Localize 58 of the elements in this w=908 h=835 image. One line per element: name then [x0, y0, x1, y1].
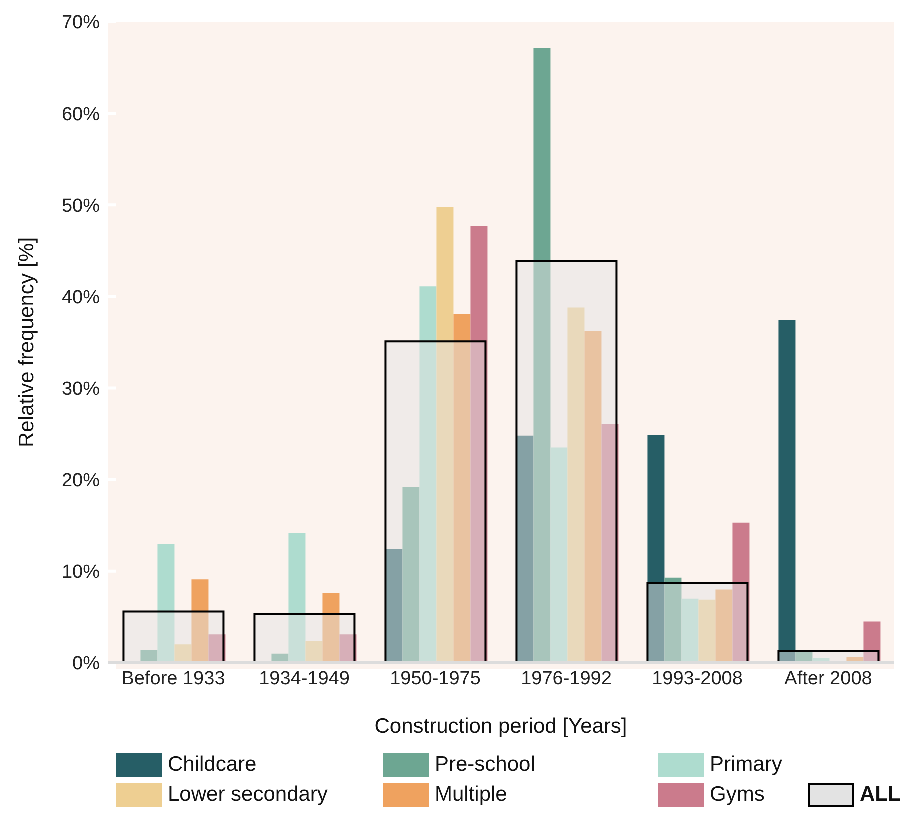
bar	[322, 593, 340, 663]
x-tick-label: 1934-1949	[259, 668, 350, 690]
bar	[174, 644, 192, 663]
legend-label: Pre-school	[435, 753, 536, 777]
legend-label: ALL	[860, 783, 901, 807]
bar	[602, 424, 619, 663]
y-tick-label: 10%	[62, 562, 100, 584]
bar	[254, 613, 356, 663]
legend-label: Childcare	[168, 753, 257, 777]
y-tick-label: 50%	[62, 196, 100, 217]
x-tick-label: After 2008	[784, 668, 872, 690]
bar	[550, 448, 568, 663]
bar	[584, 332, 602, 663]
bar	[340, 634, 357, 663]
x-tick-label: 1976-1992	[521, 668, 612, 690]
legend-label: Lower secondary	[168, 783, 328, 807]
bar	[648, 434, 665, 663]
bar	[732, 522, 750, 663]
bar	[534, 48, 551, 663]
bar	[306, 641, 323, 663]
bar	[140, 650, 158, 663]
bar	[420, 286, 437, 663]
legend-label: Gyms	[710, 783, 765, 807]
y-tick-label: 60%	[62, 104, 100, 126]
bar	[778, 320, 796, 663]
bar	[208, 634, 226, 663]
bar	[516, 260, 618, 663]
bar	[402, 487, 420, 663]
bar	[516, 436, 534, 663]
x-axis-title: Construction period [Years]	[374, 715, 628, 738]
bar	[436, 206, 454, 663]
bar	[192, 580, 209, 663]
x-tick-label: 1993-2008	[652, 668, 743, 690]
bar	[698, 600, 716, 663]
bar	[122, 610, 225, 663]
y-tick-label: 40%	[62, 287, 100, 308]
bar	[664, 578, 682, 663]
bar	[454, 314, 471, 663]
bar	[568, 308, 585, 663]
bar	[646, 582, 749, 663]
y-tick-label: 30%	[62, 379, 100, 400]
bar	[288, 532, 306, 663]
bar	[470, 226, 488, 663]
y-tick-label: 0%	[72, 654, 100, 675]
bar	[682, 598, 699, 663]
legend-label: Multiple	[435, 783, 508, 807]
bar	[386, 549, 403, 663]
bar	[716, 590, 733, 663]
x-tick-label: 1950-1975	[390, 668, 481, 690]
y-tick-label: 70%	[62, 12, 100, 34]
bar	[778, 650, 880, 663]
bar	[158, 544, 175, 663]
y-tick-label: 20%	[62, 470, 100, 492]
legend-label: Primary	[710, 753, 782, 777]
y-axis-title: Relative frequency [%]	[15, 237, 38, 448]
bar	[384, 340, 487, 663]
x-tick-label: Before 1933	[122, 668, 226, 690]
bar	[864, 622, 881, 663]
